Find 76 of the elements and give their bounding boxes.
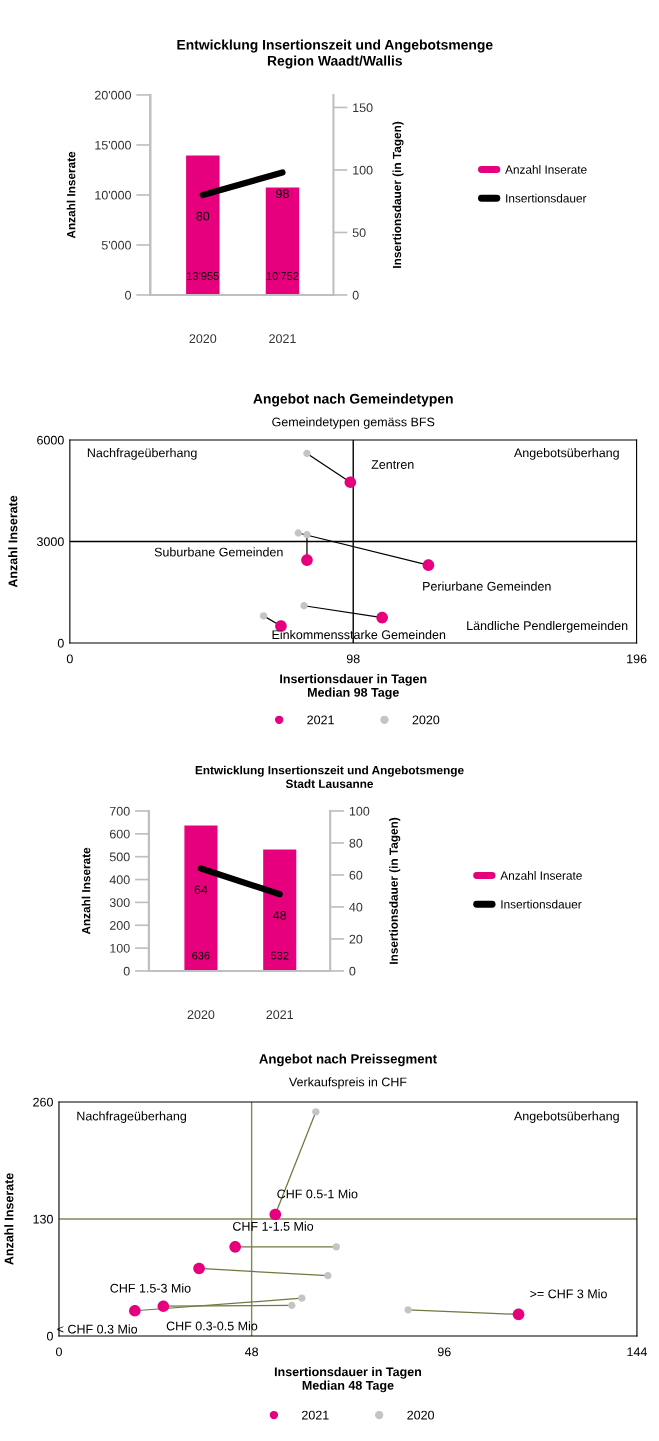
annotation: Periurbane Gemeinden xyxy=(423,581,551,591)
chart-title: Entwicklung Insertionszeit und Angebotsmenge Region Waadt/Wallis xyxy=(177,39,493,69)
y2-tick-label: 100 xyxy=(349,806,370,816)
legend-label: 2020 xyxy=(412,715,440,725)
y-tick-label: 300 xyxy=(109,898,130,908)
annotation: Nachfrageüberhang xyxy=(77,1111,187,1123)
legend-label: Anzahl Inserate xyxy=(500,871,582,880)
y2-tick-label: 80 xyxy=(349,838,363,848)
y-tick-label: 5'000 xyxy=(101,240,132,250)
y-tick-label: 15'000 xyxy=(95,140,132,150)
y2-tick-label: 0 xyxy=(352,290,359,300)
annotation: Angebotsüberhang xyxy=(513,1111,619,1123)
y-tick-label: 100 xyxy=(110,943,130,953)
data-label: 636 xyxy=(192,951,210,960)
annotation: CHF 1.5-3 Mio xyxy=(110,1283,191,1293)
chart-title: Entwicklung Insertionszeit und Angebotsmenge Stadt Lausanne xyxy=(195,765,464,788)
annotation: Suburbane Gemeinden xyxy=(154,547,283,557)
chart-title: Angebot nach Gemeindetypen xyxy=(253,393,453,407)
y-tick-label: 6000 xyxy=(37,435,64,445)
x-tick-label: 96 xyxy=(437,1347,451,1357)
legend-label: Anzahl Inserate xyxy=(505,165,587,174)
y-tick-label: 20'000 xyxy=(94,90,132,100)
y-tick-label: 130 xyxy=(33,1214,53,1224)
y2-tick-label: 40 xyxy=(349,902,363,912)
y-axis-title: Anzahl Inserate xyxy=(4,1173,14,1265)
y2-axis-title: Insertionsdauer (in Tagen) xyxy=(392,121,404,268)
annotation: >= CHF 3 Mio xyxy=(530,1289,607,1299)
data-label: 532 xyxy=(270,951,289,960)
y-tick-label: 0 xyxy=(46,1331,53,1341)
x-tick-label: 144 xyxy=(627,1347,647,1357)
y-tick-label: 10'000 xyxy=(95,190,132,200)
legend-label: 2021 xyxy=(307,715,334,725)
annotation: CHF 0.5-1 Mio xyxy=(277,1189,358,1199)
y-tick-label: 0 xyxy=(125,290,132,300)
y2-tick-label: 100 xyxy=(353,165,373,175)
y-tick-label: 3000 xyxy=(36,537,64,547)
x-tick-label: 0 xyxy=(66,654,73,664)
legend-label: Insertionsdauer xyxy=(501,899,582,909)
y2-tick-label: 60 xyxy=(349,870,363,880)
y-tick-label: 260 xyxy=(33,1097,53,1107)
chart-title: Angebot nach Preissegment xyxy=(259,1053,437,1067)
annotation: Zentren xyxy=(371,460,414,469)
y-tick-label: 0 xyxy=(123,966,130,976)
y-tick-label: 0 xyxy=(57,638,64,648)
annotation: Angebotsüberhang xyxy=(513,448,619,460)
y-tick-label: 600 xyxy=(109,829,130,839)
legend-label: 2021 xyxy=(302,1410,329,1420)
y2-axis-title: Insertionsdauer (in Tagen) xyxy=(389,817,401,964)
chart-subtitle: Verkaufspreis in CHF xyxy=(288,1077,407,1089)
annotation: Nachfrageüberhang xyxy=(87,448,197,460)
annotation: Ländliche Pendlergemeinden xyxy=(467,620,628,633)
x-axis-title: Insertionsdauer in Tagen Median 48 Tage xyxy=(274,1367,422,1393)
data-label: 48 xyxy=(273,910,287,920)
legend-label: 2020 xyxy=(407,1410,435,1420)
y2-tick-label: 50 xyxy=(352,228,366,238)
y-axis-title: Anzahl Inserate xyxy=(66,151,76,239)
y-tick-label: 400 xyxy=(109,875,130,885)
y-tick-label: 200 xyxy=(109,921,130,930)
y-tick-label: 500 xyxy=(109,852,130,862)
legend-label: Insertionsdauer xyxy=(506,193,587,203)
y2-tick-label: 0 xyxy=(349,966,356,976)
y2-tick-label: 20 xyxy=(349,934,363,944)
x-axis-title: Insertionsdauer in Tagen Median 98 Tage xyxy=(280,674,427,700)
y2-tick-label: 150 xyxy=(353,103,373,113)
x-tick-label: 196 xyxy=(627,654,647,664)
y-tick-label: 700 xyxy=(109,806,130,816)
data-label: 64 xyxy=(194,885,208,895)
data-label: 13'955 xyxy=(187,272,219,280)
data-label: 10'752 xyxy=(266,272,299,280)
y-axis-title: Anzahl Inserate xyxy=(81,847,91,935)
x-tick-label: 48 xyxy=(244,1347,259,1357)
y-axis-title: Anzahl Inserate xyxy=(8,495,18,588)
data-label: 98 xyxy=(276,189,289,199)
chart-subtitle: Gemeindetypen gemäss BFS xyxy=(272,417,435,429)
data-label: 80 xyxy=(196,211,210,221)
x-tick-label: 98 xyxy=(346,654,360,664)
